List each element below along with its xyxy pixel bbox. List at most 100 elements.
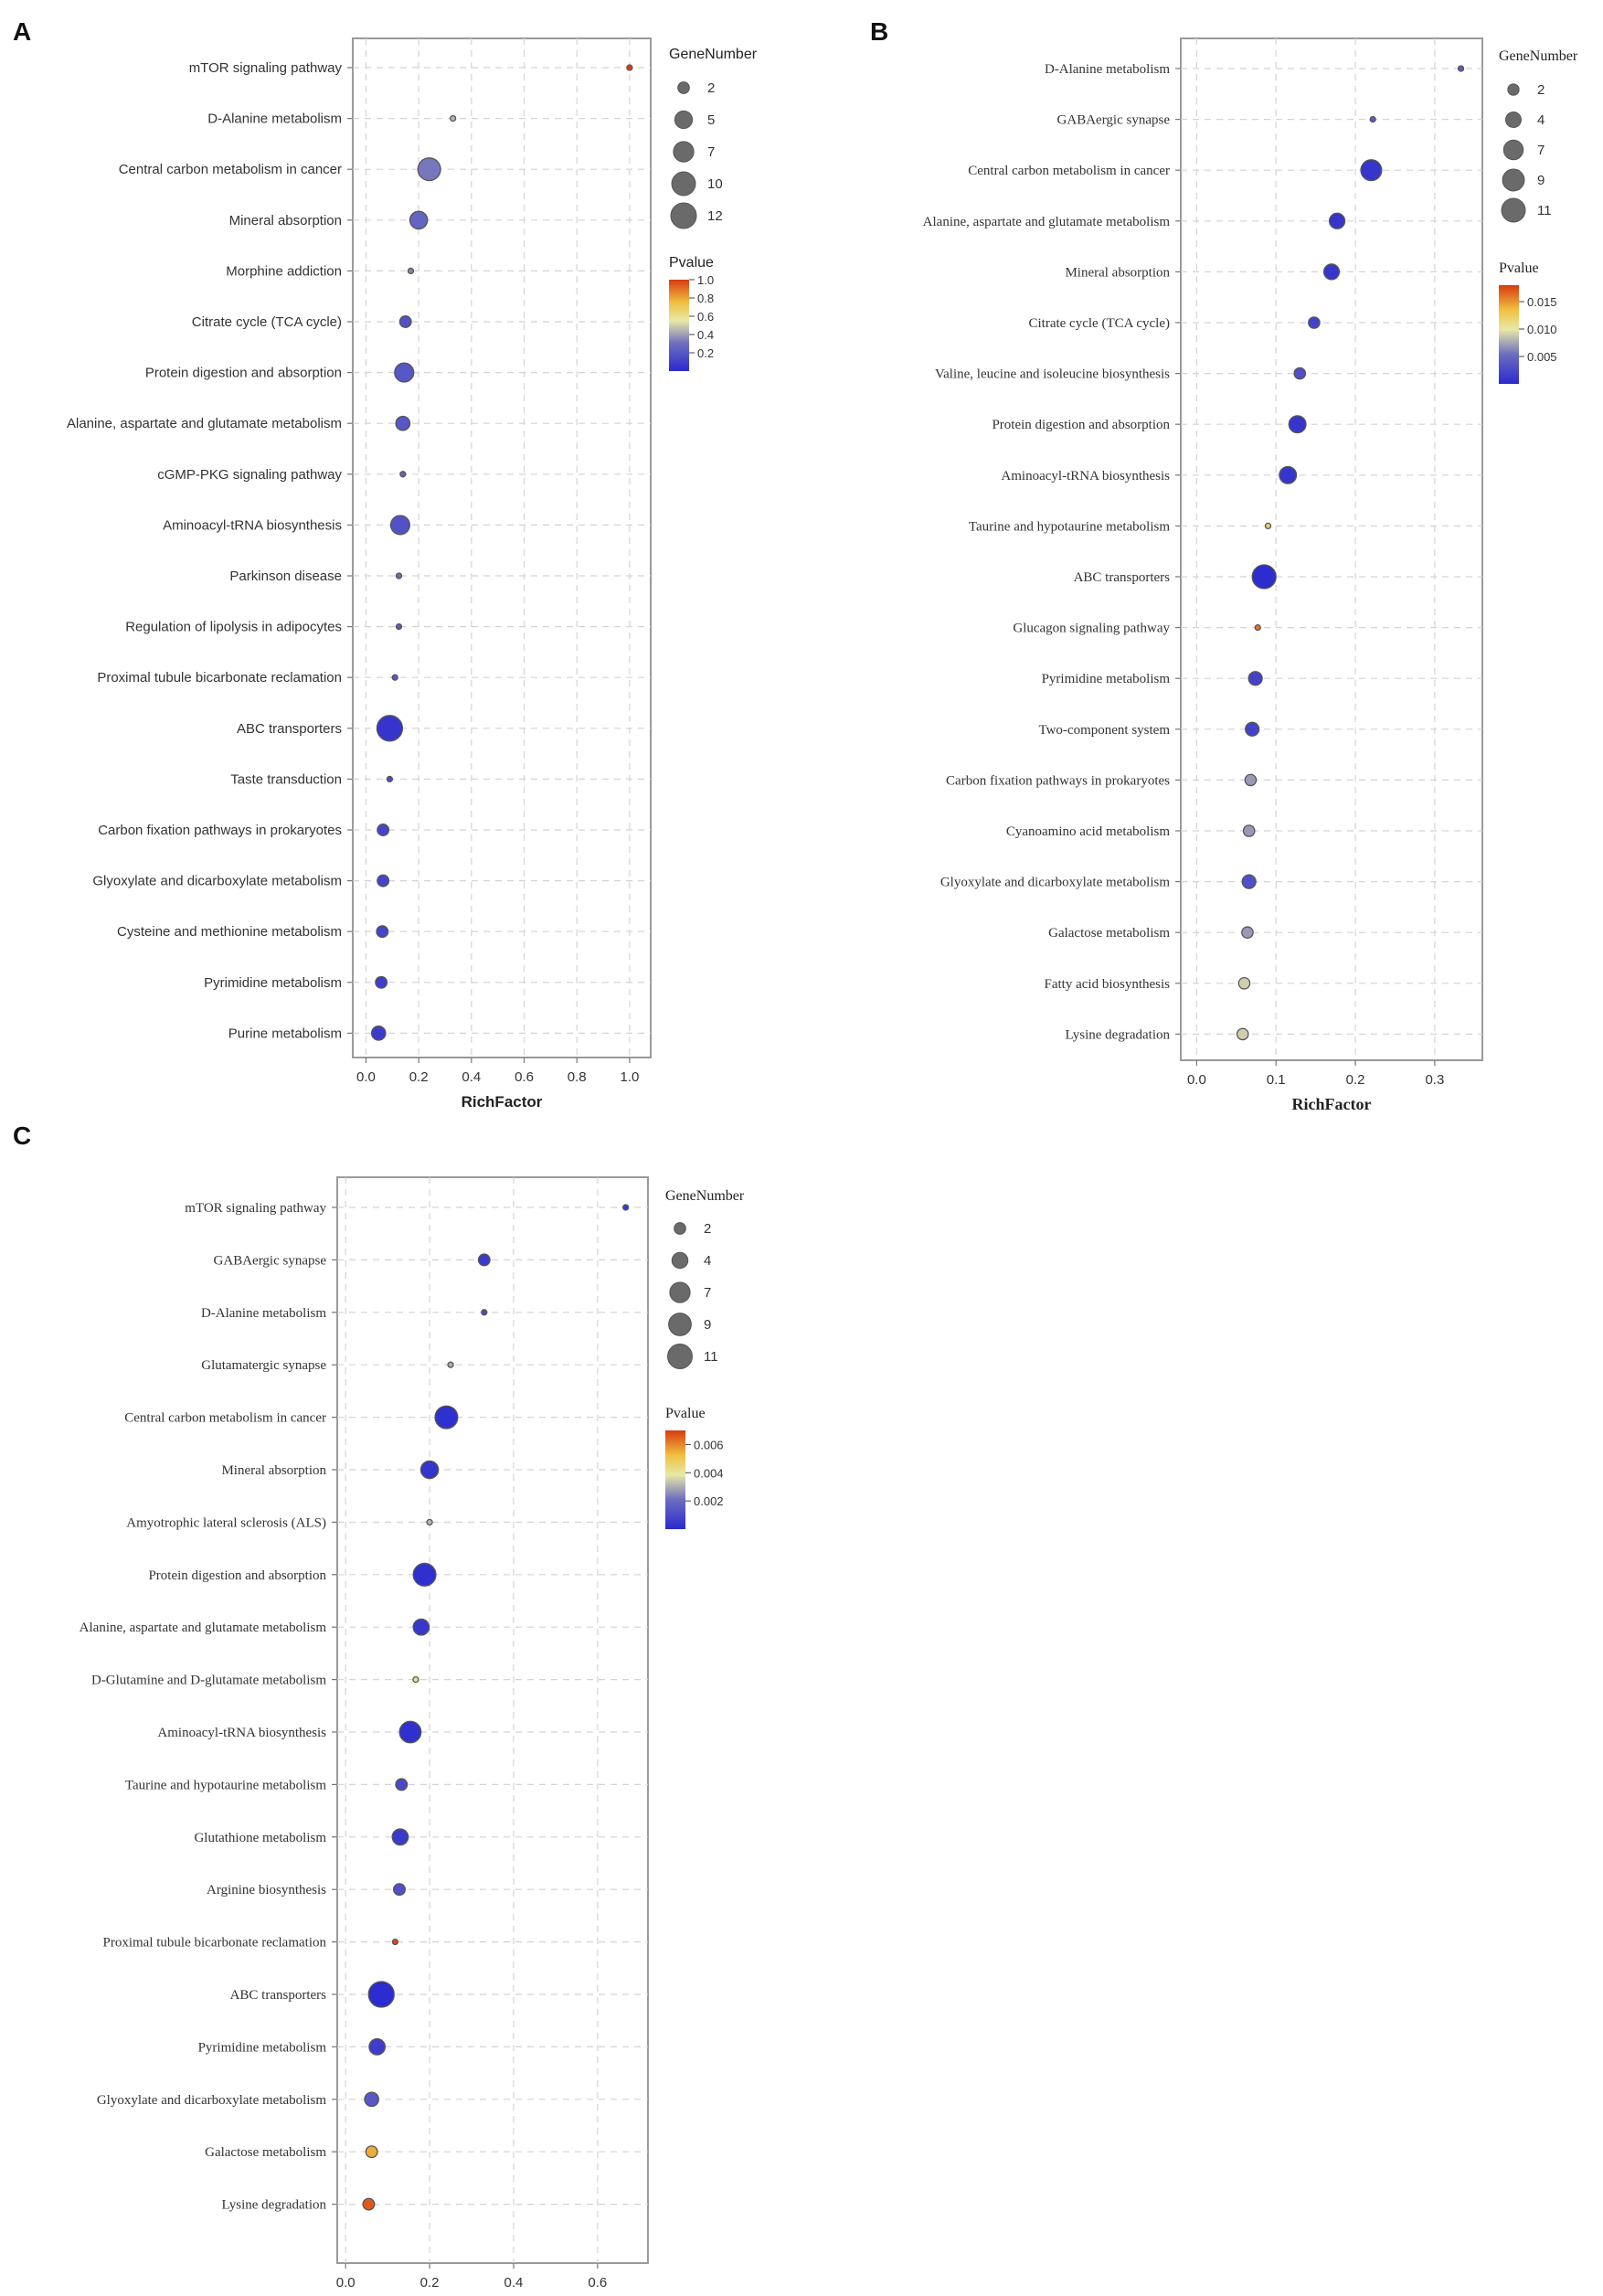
colorbar-tick-label: 0.006	[694, 1438, 724, 1451]
pathway-bubble	[393, 1883, 406, 1897]
pathway-bubble	[395, 415, 411, 431]
pathway-bubble	[407, 267, 415, 275]
pathway-bubble	[377, 874, 390, 888]
pathway-label: Protein digestion and absorption	[992, 418, 1170, 432]
x-tick-label: 1.0	[620, 1069, 639, 1085]
size-legend-label: 9	[1537, 173, 1545, 188]
pathway-label: mTOR signaling pathway	[189, 60, 343, 76]
pathway-bubble	[395, 572, 403, 579]
pathway-label: Cyanoamino acid metabolism	[1006, 824, 1170, 839]
x-tick-label: 0.0	[1187, 1072, 1206, 1088]
pathway-label: Galactose metabolism	[1048, 926, 1170, 941]
pathway-label: Aminoacyl-tRNA biosynthesis	[163, 517, 342, 533]
pathway-bubble	[426, 1518, 433, 1526]
pathway-label: ABC transporters	[1074, 570, 1171, 585]
x-tick-label: 0.0	[356, 1069, 376, 1085]
colorbar-tick-label: 0.015	[1527, 295, 1557, 309]
pathway-label: Proximal tubule bicarbonate reclamation	[97, 670, 342, 686]
x-axis-title: RichFactor	[462, 1093, 543, 1111]
pathway-label: Mineral absorption	[221, 1463, 326, 1478]
pathway-bubble	[1242, 824, 1256, 837]
size-legend-dot	[677, 81, 690, 94]
pathway-bubble	[626, 64, 633, 71]
pathway-label: Glutathione metabolism	[194, 1831, 326, 1845]
size-legend-label: 10	[707, 176, 723, 192]
size-legend-label: 9	[704, 1317, 711, 1333]
pathway-label: D-Alanine metabolism	[201, 1306, 326, 1321]
color-legend-title: Pvalue	[669, 255, 714, 271]
pathway-bubble	[1457, 65, 1465, 72]
size-legend-label: 12	[707, 208, 723, 224]
pathway-bubble	[377, 824, 390, 836]
pathway-label: Central carbon metabolism in cancer	[119, 162, 342, 177]
pathway-label: Alanine, aspartate and glutamate metabol…	[80, 1621, 327, 1635]
pathway-label: Glutamatergic synapse	[201, 1358, 326, 1373]
pathway-bubble	[1241, 926, 1254, 940]
size-legend-label: 11	[1537, 203, 1552, 218]
pathway-bubble	[1244, 773, 1258, 787]
pathway-bubble	[399, 471, 407, 478]
pathway-bubble	[481, 1309, 488, 1316]
pathway-bubble	[1279, 465, 1298, 484]
pathway-bubble	[391, 1828, 409, 1846]
x-tick-label: 0.1	[1267, 1072, 1286, 1088]
size-legend-dot	[1505, 112, 1522, 128]
pathway-label: Valine, leucine and isoleucine biosynthe…	[935, 367, 1170, 382]
size-legend-label: 7	[707, 144, 715, 160]
x-tick-label: 0.4	[504, 2275, 524, 2291]
size-legend-dot	[671, 171, 696, 197]
size-legend-dot	[668, 1313, 692, 1336]
pathway-label: Galactose metabolism	[205, 2145, 326, 2160]
pathway-bubble	[1308, 316, 1321, 329]
pathway-bubble	[389, 515, 410, 536]
pathway-label: Purine metabolism	[228, 1026, 342, 1041]
plot-frame	[1180, 37, 1483, 1061]
pathway-label: D-Alanine metabolism	[1045, 62, 1170, 77]
colorbar-tick-label: 0.8	[697, 292, 714, 305]
pathway-label: Citrate cycle (TCA cycle)	[192, 314, 342, 330]
panel-label-c: C	[13, 1121, 31, 1150]
pathway-label: Taurine and hypotaurine metabolism	[969, 519, 1170, 534]
colorbar-tick-label: 0.002	[694, 1494, 724, 1508]
colorbar-tick-label: 0.004	[694, 1466, 724, 1480]
size-legend-dot	[669, 1281, 691, 1303]
pathway-label: Pyrimidine metabolism	[1042, 672, 1171, 686]
pathway-bubble	[1360, 159, 1383, 182]
size-legend-label: 7	[1537, 143, 1545, 158]
size-legend-label: 4	[704, 1253, 711, 1269]
pathway-bubble	[419, 1460, 440, 1480]
pvalue-colorbar	[669, 280, 689, 371]
pathway-bubble	[1369, 115, 1376, 123]
pathway-bubble	[386, 775, 394, 783]
size-legend-label: 7	[704, 1285, 711, 1301]
pathway-bubble	[370, 1026, 387, 1041]
pathway-label: GABAergic synapse	[1057, 113, 1171, 128]
pathway-label: Taurine and hypotaurine metabolism	[125, 1778, 326, 1792]
pathway-label: Cysteine and methionine metabolism	[117, 924, 342, 940]
size-legend-dot	[667, 1344, 693, 1369]
pathway-label: Protein digestion and absorption	[145, 366, 342, 381]
pathway-bubble	[621, 1204, 630, 1211]
pathway-label: Protein digestion and absorption	[148, 1568, 326, 1583]
pathway-bubble	[1264, 522, 1272, 530]
color-legend-title: Pvalue	[1499, 260, 1539, 276]
pathway-bubble	[1328, 212, 1346, 229]
pathway-label: Alanine, aspartate and glutamate metabol…	[923, 215, 1171, 229]
pathway-bubble	[368, 2038, 387, 2056]
pathway-bubble	[375, 975, 388, 989]
pathway-label: Mineral absorption	[229, 213, 342, 229]
pvalue-colorbar	[665, 1430, 685, 1529]
size-legend-label: 2	[1537, 82, 1545, 98]
size-legend-dot	[673, 141, 695, 163]
pathway-label: Aminoacyl-tRNA biosynthesis	[157, 1726, 326, 1740]
size-legend-label: 4	[1537, 112, 1545, 128]
x-tick-label: 0.2	[420, 2275, 440, 2291]
size-legend-dot	[1502, 139, 1524, 161]
x-tick-label: 0.3	[1425, 1072, 1444, 1088]
size-legend-label: 2	[704, 1221, 711, 1237]
pathway-bubble	[395, 622, 403, 631]
size-legend-label: 5	[707, 112, 715, 128]
pathway-bubble	[477, 1253, 491, 1267]
pathway-bubble	[449, 114, 457, 122]
pathway-bubble	[365, 2145, 378, 2159]
